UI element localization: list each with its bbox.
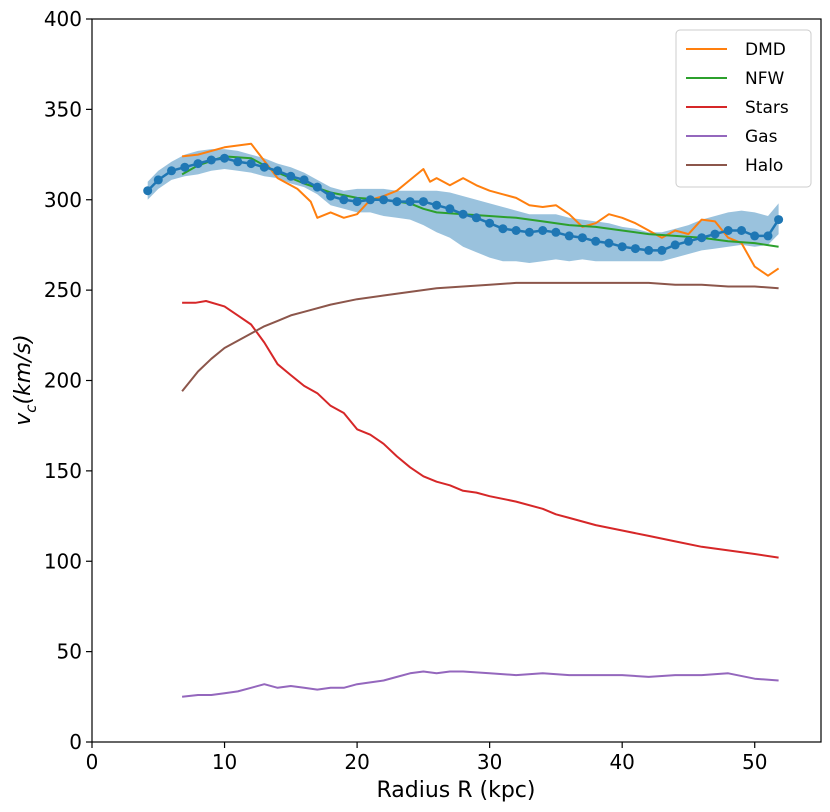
observed-point — [485, 218, 495, 228]
series-line-stars — [182, 300, 779, 559]
observed-points-layer — [143, 153, 784, 255]
observed-point — [670, 240, 680, 250]
observed-point — [591, 236, 601, 246]
observed-point — [564, 231, 574, 241]
observed-point — [630, 244, 640, 254]
observed-point — [233, 157, 243, 167]
observed-point — [143, 186, 153, 196]
legend-box — [675, 29, 812, 188]
observed-point — [471, 213, 481, 223]
observed-point — [617, 242, 627, 252]
y-tick-label: 250 — [44, 278, 82, 302]
observed-point — [657, 245, 667, 255]
x-tick-label: 50 — [742, 750, 767, 774]
observed-point — [418, 197, 428, 207]
observed-point — [392, 197, 402, 207]
y-tick-label: 100 — [44, 549, 82, 573]
x-axis-ticks: 0 10 20 30 40 50 — [86, 742, 767, 774]
observed-point — [763, 231, 773, 241]
observed-point — [774, 215, 784, 225]
observed-point — [220, 153, 229, 163]
observed-point — [551, 227, 561, 237]
observed-point — [339, 195, 349, 205]
observed-point — [153, 175, 163, 185]
series-line-halo — [181, 281, 779, 392]
observed-point — [723, 226, 733, 235]
observed-point — [432, 200, 442, 210]
legend-label-dmd: DMD — [745, 40, 786, 60]
observed-point — [286, 171, 296, 181]
y-tick-label: 350 — [44, 97, 82, 121]
observed-point — [326, 191, 336, 201]
observed-point — [644, 245, 654, 255]
observed-point — [180, 162, 190, 172]
legend-label-nfw: NFW — [745, 69, 784, 89]
series-line-dmd — [181, 142, 780, 277]
observed-point — [511, 226, 521, 235]
x-tick-label: 10 — [212, 750, 237, 774]
legend-label-halo: Halo — [745, 156, 783, 176]
legend-label-stars: Stars — [745, 98, 789, 118]
observed-point — [405, 197, 415, 207]
observed-point — [498, 224, 508, 234]
x-axis-label: Radius R (kpc) — [376, 778, 535, 803]
observed-point — [697, 233, 707, 243]
observed-point — [193, 159, 203, 169]
y-axis-label: vc(km/s) — [11, 334, 40, 426]
y-tick-label: 50 — [57, 640, 82, 664]
observed-point — [246, 159, 256, 169]
observed-point — [445, 204, 455, 214]
observed-point — [684, 236, 693, 246]
y-tick-label: 200 — [44, 369, 82, 393]
observed-point — [206, 155, 216, 165]
legend-label-gas: Gas — [745, 127, 778, 147]
x-tick-label: 40 — [609, 750, 634, 774]
observed-point — [604, 238, 614, 248]
observed-point — [167, 166, 176, 176]
observed-point — [259, 162, 269, 172]
legend: DMD NFW Stars Gas Halo — [675, 29, 812, 188]
x-tick-label: 30 — [477, 750, 502, 774]
observed-point — [577, 233, 587, 243]
observed-point — [458, 209, 468, 219]
y-tick-label: 0 — [69, 730, 82, 754]
y-tick-label: 150 — [44, 459, 82, 483]
observed-point — [750, 231, 760, 241]
y-tick-label: 400 — [44, 7, 82, 31]
observed-point — [524, 227, 534, 237]
observed-point — [352, 197, 362, 207]
observed-point — [710, 229, 720, 239]
observed-point — [379, 195, 389, 205]
observed-point — [299, 175, 309, 185]
y-tick-label: 300 — [44, 188, 82, 212]
x-tick-label: 0 — [86, 750, 99, 774]
observed-point — [737, 226, 746, 235]
observed-point — [365, 195, 375, 205]
observed-point — [273, 166, 283, 176]
observed-point — [312, 182, 322, 192]
y-axis-ticks: 0 50 100 150 200 250 300 350 400 — [44, 7, 92, 754]
series-line-gas — [181, 670, 779, 698]
x-tick-label: 20 — [344, 750, 369, 774]
observed-point — [538, 226, 548, 235]
